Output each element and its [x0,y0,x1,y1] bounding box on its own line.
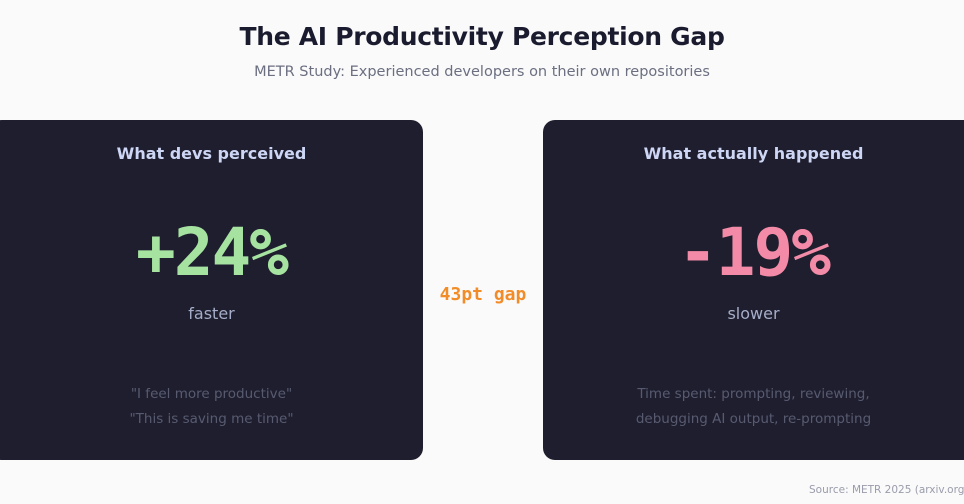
actual-card: What actually happened -19% slower Time … [543,120,964,460]
perceived-card: What devs perceived +24% faster "I feel … [0,120,423,460]
perceived-unit: faster [188,304,235,323]
page-title: The AI Productivity Perception Gap [239,22,725,51]
page-subtitle: METR Study: Experienced developers on th… [254,64,710,80]
perceived-value: +24% [136,214,289,291]
actual-note-1: Time spent: prompting, reviewing, [637,386,870,402]
actual-note-2: debugging AI output, re-prompting [635,411,872,427]
actual-value: -19% [678,214,831,291]
actual-unit: slower [727,304,780,323]
perceived-quote-2: "This is saving me time" [129,411,294,427]
perceived-quote-1: "I feel more productive" [130,386,293,402]
source-citation: Source: METR 2025 (arxiv.org/ [809,484,964,496]
perceived-heading: What devs perceived [116,144,307,163]
actual-heading: What actually happened [643,144,864,163]
gap-label: 43pt gap [439,284,527,305]
